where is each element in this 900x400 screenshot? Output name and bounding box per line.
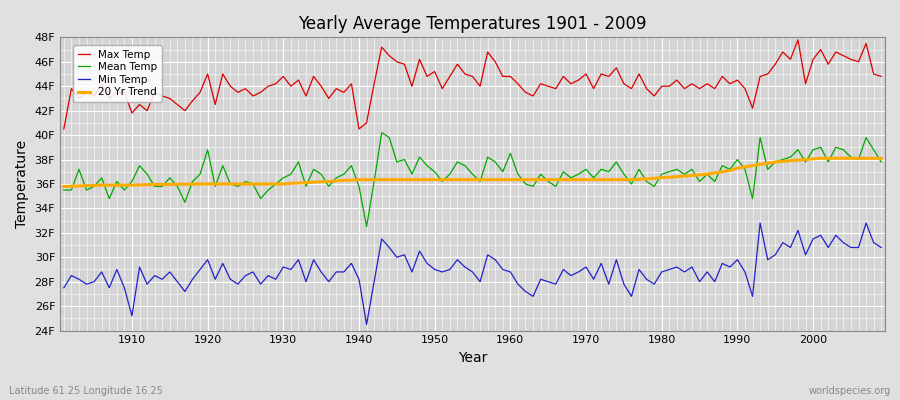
- Min Temp: [603, 282, 614, 286]
- Min Temp: [58, 286, 69, 290]
- Max Temp: [596, 72, 607, 76]
- Line: 20 Yr Trend: 20 Yr Trend: [64, 158, 881, 186]
- Min Temp: [512, 282, 523, 286]
- Title: Yearly Average Temperatures 1901 - 2009: Yearly Average Temperatures 1901 - 2009: [298, 15, 647, 33]
- 20 Yr Trend: [876, 156, 886, 161]
- Max Temp: [498, 74, 508, 79]
- 20 Yr Trend: [58, 184, 69, 189]
- Line: Min Temp: Min Temp: [64, 223, 881, 324]
- Mean Temp: [520, 182, 531, 186]
- Max Temp: [505, 74, 516, 79]
- Max Temp: [285, 84, 296, 89]
- Mean Temp: [331, 176, 342, 180]
- Mean Temp: [611, 160, 622, 164]
- 20 Yr Trend: [596, 177, 607, 182]
- Mean Temp: [119, 188, 130, 192]
- Line: Max Temp: Max Temp: [64, 40, 881, 129]
- Mean Temp: [58, 188, 69, 192]
- Text: Latitude 61.25 Longitude 16.25: Latitude 61.25 Longitude 16.25: [9, 386, 163, 396]
- Mean Temp: [376, 130, 387, 135]
- Min Temp: [876, 245, 886, 250]
- Max Temp: [331, 86, 342, 91]
- Mean Temp: [876, 160, 886, 164]
- 20 Yr Trend: [285, 181, 296, 186]
- 20 Yr Trend: [815, 156, 826, 161]
- Max Temp: [119, 90, 130, 95]
- Max Temp: [793, 37, 804, 42]
- Y-axis label: Temperature: Temperature: [15, 140, 29, 228]
- Min Temp: [119, 286, 130, 290]
- 20 Yr Trend: [498, 177, 508, 182]
- Min Temp: [505, 270, 516, 274]
- Legend: Max Temp, Mean Temp, Min Temp, 20 Yr Trend: Max Temp, Mean Temp, Min Temp, 20 Yr Tre…: [74, 46, 162, 102]
- Mean Temp: [361, 224, 372, 229]
- Min Temp: [755, 221, 766, 226]
- Min Temp: [331, 270, 342, 274]
- Min Temp: [361, 322, 372, 327]
- Mean Temp: [285, 172, 296, 176]
- 20 Yr Trend: [505, 177, 516, 182]
- Max Temp: [58, 126, 69, 131]
- Text: worldspecies.org: worldspecies.org: [809, 386, 891, 396]
- Max Temp: [876, 74, 886, 79]
- Mean Temp: [512, 172, 523, 176]
- 20 Yr Trend: [119, 183, 130, 188]
- 20 Yr Trend: [331, 178, 342, 183]
- X-axis label: Year: Year: [458, 351, 487, 365]
- Line: Mean Temp: Mean Temp: [64, 133, 881, 227]
- Min Temp: [285, 267, 296, 272]
